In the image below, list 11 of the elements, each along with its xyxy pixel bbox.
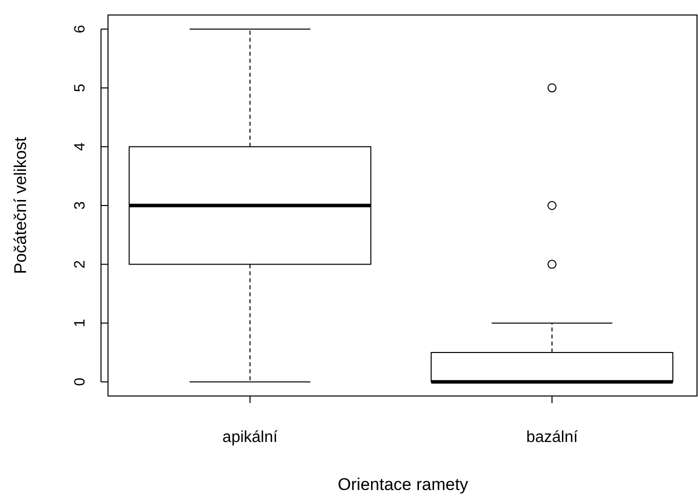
y-tick-label: 1 xyxy=(72,318,88,328)
y-tick-label: 4 xyxy=(72,142,88,151)
y-tick-label: 0 xyxy=(72,378,88,386)
x-tick-label: apikální xyxy=(222,429,278,446)
x-axis-title: Orientace ramety xyxy=(338,475,469,494)
y-tick-label: 5 xyxy=(72,84,88,92)
y-tick-label: 6 xyxy=(72,24,88,34)
y-tick-label: 3 xyxy=(72,201,88,210)
y-tick-label: 2 xyxy=(72,260,88,268)
y-axis-title: Počáteční velikost xyxy=(11,136,30,274)
x-tick-label: bazální xyxy=(526,429,578,446)
